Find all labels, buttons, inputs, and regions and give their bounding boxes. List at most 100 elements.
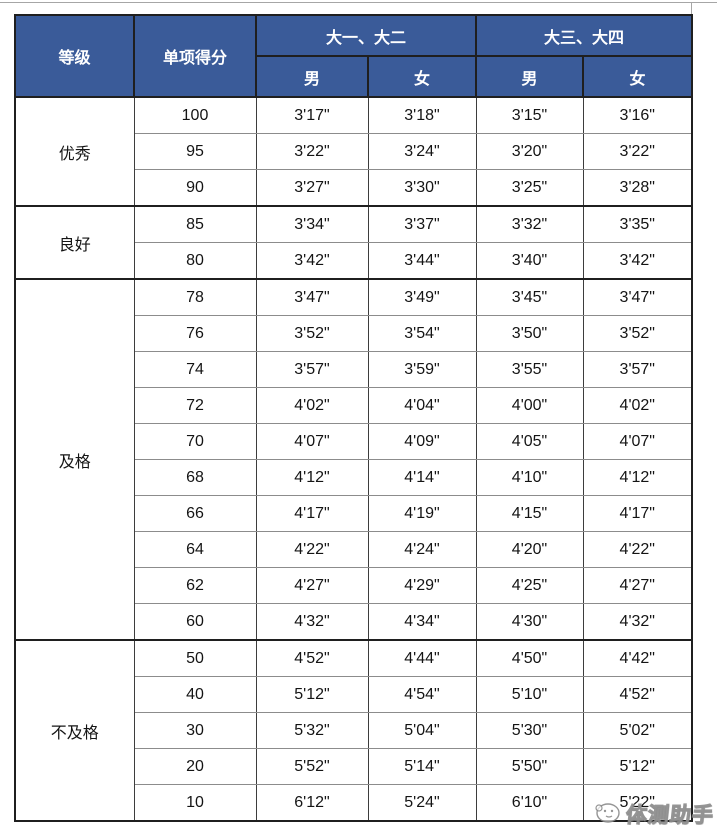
time-year12-male-cell: 3'52" (255, 315, 369, 352)
score-cell: 50 (133, 639, 257, 677)
score-cell: 90 (133, 169, 257, 207)
time-year12-male-cell: 4'17" (255, 495, 369, 532)
time-year34-female-cell: 4'07" (582, 423, 693, 460)
score-cell: 76 (133, 315, 257, 352)
time-year12-male-cell: 3'47" (255, 278, 369, 316)
time-year34-male-cell: 3'50" (475, 315, 584, 352)
time-year34-female-cell: 3'22" (582, 133, 693, 170)
score-cell: 74 (133, 351, 257, 388)
table-row: 良好 85 3'34" 3'37" 3'32" 3'35" (14, 205, 693, 280)
crop-line (0, 2, 717, 3)
table-row: 62 4'27" 4'29" 4'25" 4'27" (15, 567, 693, 604)
time-year12-male-cell: 4'52" (255, 639, 369, 677)
time-year34-female-cell: 4'27" (582, 567, 693, 604)
table-row: 74 3'57" 3'59" 3'55" 3'57" (15, 351, 693, 388)
time-year34-male-cell: 5'50" (475, 748, 584, 785)
time-year34-female-cell: 4'32" (582, 603, 693, 641)
score-cell: 20 (133, 748, 257, 785)
time-year12-female-cell: 4'14" (367, 459, 477, 496)
header-year34-female: 女 (582, 55, 694, 98)
header-year12-female: 女 (366, 55, 478, 98)
table-row: 30 5'32" 5'04" 5'30" 5'02" (15, 712, 693, 749)
header-score: 单项得分 (133, 14, 257, 98)
time-year12-male-cell: 5'52" (255, 748, 369, 785)
time-year34-female-cell: 4'42" (582, 639, 693, 677)
time-year12-male-cell: 3'42" (255, 242, 369, 280)
time-year12-male-cell: 4'32" (255, 603, 369, 641)
time-year34-male-cell: 3'40" (475, 242, 584, 280)
table-row: 及格 78 3'47" 3'49" 3'45" 3'47" (14, 278, 693, 641)
score-cell: 30 (133, 712, 257, 749)
score-cell: 66 (133, 495, 257, 532)
time-year34-female-cell: 3'28" (582, 169, 693, 207)
table-row: 76 3'52" 3'54" 3'50" 3'52" (15, 315, 693, 352)
score-cell: 80 (133, 242, 257, 280)
time-year34-male-cell: 4'15" (475, 495, 584, 532)
time-year12-female-cell: 5'04" (367, 712, 477, 749)
time-year34-female-cell: 3'52" (582, 315, 693, 352)
time-year12-male-cell: 3'22" (255, 133, 369, 170)
time-year12-female-cell: 4'24" (367, 531, 477, 568)
score-cell: 70 (133, 423, 257, 460)
header-year34: 大三、大四 (475, 14, 694, 57)
time-year34-male-cell: 5'10" (475, 676, 584, 713)
time-year34-female-cell: 4'52" (582, 676, 693, 713)
table-row: 10 6'12" 5'24" 6'10" 5'22" (15, 784, 693, 822)
score-cell: 85 (133, 205, 257, 243)
score-cell: 62 (133, 567, 257, 604)
time-year12-male-cell: 3'27" (255, 169, 369, 207)
time-year34-female-cell: 4'12" (582, 459, 693, 496)
score-cell: 10 (133, 784, 257, 822)
header-year12-male: 男 (255, 55, 369, 98)
time-year34-female-cell: 4'22" (582, 531, 693, 568)
time-year12-male-cell: 5'12" (255, 676, 369, 713)
time-year34-male-cell: 4'05" (475, 423, 584, 460)
time-year34-male-cell: 3'32" (475, 205, 584, 243)
score-cell: 68 (133, 459, 257, 496)
time-year34-male-cell: 4'20" (475, 531, 584, 568)
time-year34-male-cell: 4'30" (475, 603, 584, 641)
time-year34-female-cell: 5'02" (582, 712, 693, 749)
time-year12-male-cell: 3'34" (255, 205, 369, 243)
time-year12-female-cell: 5'14" (367, 748, 477, 785)
time-year12-male-cell: 4'12" (255, 459, 369, 496)
time-year12-female-cell: 3'18" (367, 96, 477, 134)
time-year12-female-cell: 3'30" (367, 169, 477, 207)
score-cell: 72 (133, 387, 257, 424)
header-year12: 大一、大二 (254, 14, 478, 57)
table-row: 20 5'52" 5'14" 5'50" 5'12" (15, 748, 693, 785)
time-year12-female-cell: 3'24" (367, 133, 477, 170)
time-year34-female-cell: 5'12" (582, 748, 693, 785)
time-year12-female-cell: 4'29" (367, 567, 477, 604)
time-year12-female-cell: 3'54" (367, 315, 477, 352)
time-year34-male-cell: 3'15" (475, 96, 584, 134)
time-year34-male-cell: 4'00" (475, 387, 584, 424)
time-year12-male-cell: 5'32" (255, 712, 369, 749)
table-row: 68 4'12" 4'14" 4'10" 4'12" (15, 459, 693, 496)
time-year12-female-cell: 4'44" (367, 639, 477, 677)
score-cell: 78 (133, 278, 257, 316)
time-year34-male-cell: 3'25" (475, 169, 584, 207)
time-year12-female-cell: 3'59" (367, 351, 477, 388)
time-year12-male-cell: 6'12" (255, 784, 369, 822)
table-row: 66 4'17" 4'19" 4'15" 4'17" (15, 495, 693, 532)
header-row-1: 等级 单项得分 大一、大二 大三、大四 (14, 14, 694, 98)
time-year12-female-cell: 3'37" (367, 205, 477, 243)
time-year12-male-cell: 4'07" (255, 423, 369, 460)
time-year12-female-cell: 4'54" (367, 676, 477, 713)
grade-cell: 优秀 (14, 96, 135, 207)
table-row: 95 3'22" 3'24" 3'20" 3'22" (15, 133, 693, 170)
time-year12-female-cell: 3'49" (367, 278, 477, 316)
time-year34-male-cell: 4'25" (475, 567, 584, 604)
time-year34-male-cell: 6'10" (475, 784, 584, 822)
time-year34-female-cell: 3'47" (582, 278, 693, 316)
time-year12-female-cell: 4'09" (367, 423, 477, 460)
table-row: 优秀 100 3'17" 3'18" 3'15" 3'16" (14, 96, 693, 207)
time-year34-female-cell: 5'22" (582, 784, 693, 822)
time-year12-female-cell: 4'04" (367, 387, 477, 424)
time-year34-male-cell: 5'30" (475, 712, 584, 749)
time-year34-male-cell: 3'55" (475, 351, 584, 388)
grade-cell: 及格 (14, 278, 135, 641)
time-year34-female-cell: 3'57" (582, 351, 693, 388)
time-year12-female-cell: 4'34" (367, 603, 477, 641)
